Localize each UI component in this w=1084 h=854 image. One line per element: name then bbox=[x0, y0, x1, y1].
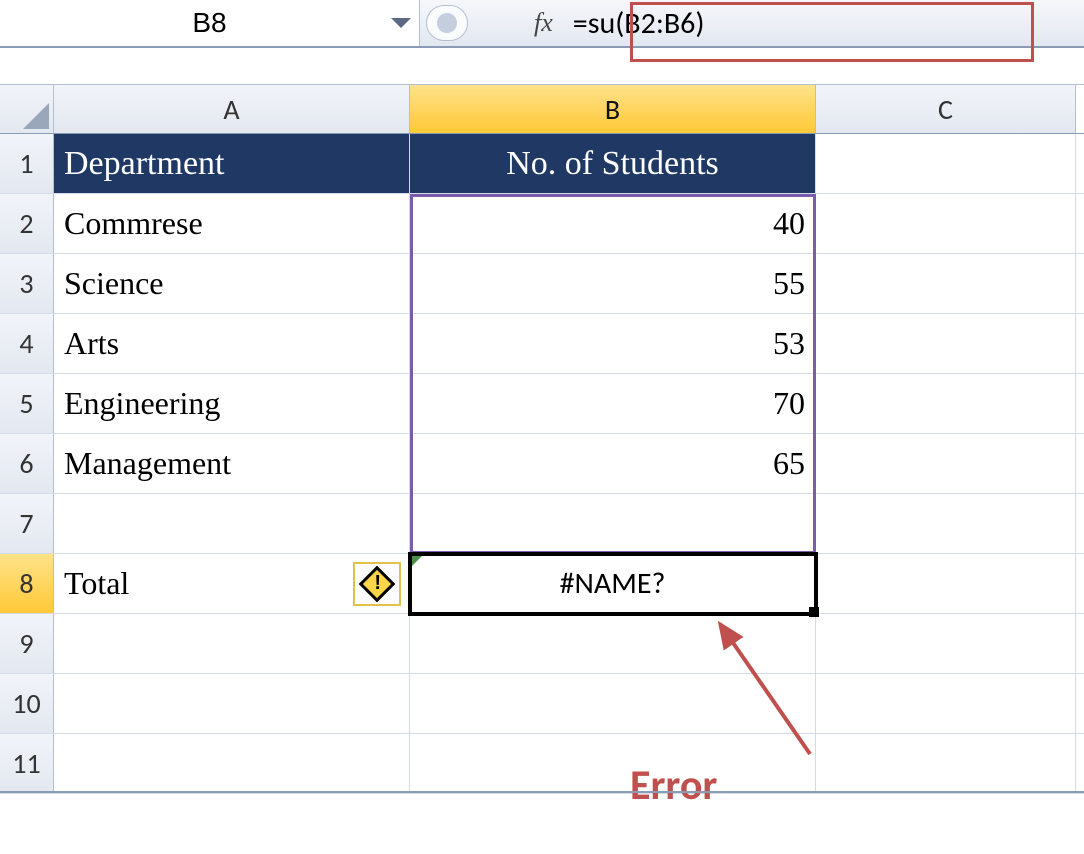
bottom-border bbox=[0, 791, 1084, 793]
row-3: 3 Science 55 bbox=[0, 254, 1084, 314]
select-all-corner[interactable] bbox=[0, 85, 54, 133]
cell-C3[interactable] bbox=[816, 254, 1076, 313]
cell-B9[interactable] bbox=[410, 614, 816, 673]
cell-C4[interactable] bbox=[816, 314, 1076, 373]
cancel-enter-icon bbox=[426, 5, 468, 41]
row-6: 6 Management 65 bbox=[0, 434, 1084, 494]
row-2: 2 Commrese 40 bbox=[0, 194, 1084, 254]
rowhead-7[interactable]: 7 bbox=[0, 494, 54, 553]
rowhead-8[interactable]: 8 bbox=[0, 554, 54, 613]
cell-A9[interactable] bbox=[54, 614, 410, 673]
cell-C11[interactable] bbox=[816, 734, 1076, 793]
cell-B5[interactable]: 70 bbox=[410, 374, 816, 433]
error-smart-tag[interactable] bbox=[353, 562, 401, 606]
row-9: 9 bbox=[0, 614, 1084, 674]
name-box[interactable]: B8 bbox=[0, 0, 420, 46]
cell-A2[interactable]: Commrese bbox=[54, 194, 410, 253]
cell-B3[interactable]: 55 bbox=[410, 254, 816, 313]
row-11: 11 bbox=[0, 734, 1084, 794]
cell-A4[interactable]: Arts bbox=[54, 314, 410, 373]
cell-A3[interactable]: Science bbox=[54, 254, 410, 313]
warning-icon bbox=[359, 566, 396, 603]
cell-C5[interactable] bbox=[816, 374, 1076, 433]
rowhead-11[interactable]: 11 bbox=[0, 734, 54, 793]
formula-highlight-annotation bbox=[630, 2, 1034, 62]
error-indicator-triangle-icon bbox=[410, 554, 424, 568]
cell-B11[interactable] bbox=[410, 734, 816, 793]
cell-C2[interactable] bbox=[816, 194, 1076, 253]
column-headers: A B C bbox=[0, 84, 1084, 134]
row-10: 10 bbox=[0, 674, 1084, 734]
colhead-B[interactable]: B bbox=[410, 85, 816, 133]
cell-A11[interactable] bbox=[54, 734, 410, 793]
row-5: 5 Engineering 70 bbox=[0, 374, 1084, 434]
cell-A6[interactable]: Management bbox=[54, 434, 410, 493]
cell-C6[interactable] bbox=[816, 434, 1076, 493]
cell-C8[interactable] bbox=[816, 554, 1076, 613]
fx-icon[interactable]: fx bbox=[534, 8, 553, 38]
name-box-value: B8 bbox=[192, 7, 226, 39]
rowhead-2[interactable]: 2 bbox=[0, 194, 54, 253]
cell-A1[interactable]: Department bbox=[54, 134, 410, 193]
cell-B2[interactable]: 40 bbox=[410, 194, 816, 253]
name-box-dropdown-icon[interactable] bbox=[391, 18, 411, 28]
row-4: 4 Arts 53 bbox=[0, 314, 1084, 374]
rowhead-4[interactable]: 4 bbox=[0, 314, 54, 373]
cell-A5[interactable]: Engineering bbox=[54, 374, 410, 433]
cell-B10[interactable] bbox=[410, 674, 816, 733]
rowhead-10[interactable]: 10 bbox=[0, 674, 54, 733]
cell-A10[interactable] bbox=[54, 674, 410, 733]
rowhead-1[interactable]: 1 bbox=[0, 134, 54, 193]
rowhead-5[interactable]: 5 bbox=[0, 374, 54, 433]
cell-B4[interactable]: 53 bbox=[410, 314, 816, 373]
row-7: 7 bbox=[0, 494, 1084, 554]
row-1: 1 Department No. of Students bbox=[0, 134, 1084, 194]
fx-dot-icon bbox=[437, 13, 457, 33]
error-annotation-label: Error bbox=[630, 760, 717, 811]
row-8: 8 Total #NAME? bbox=[0, 554, 1084, 614]
cell-C10[interactable] bbox=[816, 674, 1076, 733]
rowhead-9[interactable]: 9 bbox=[0, 614, 54, 673]
cell-A7[interactable] bbox=[54, 494, 410, 553]
cell-C9[interactable] bbox=[816, 614, 1076, 673]
cell-C1[interactable] bbox=[816, 134, 1076, 193]
cell-B1[interactable]: No. of Students bbox=[410, 134, 816, 193]
rowhead-6[interactable]: 6 bbox=[0, 434, 54, 493]
colhead-A[interactable]: A bbox=[54, 85, 410, 133]
colhead-C[interactable]: C bbox=[816, 85, 1076, 133]
cell-C7[interactable] bbox=[816, 494, 1076, 553]
rowhead-3[interactable]: 3 bbox=[0, 254, 54, 313]
cell-B7[interactable] bbox=[410, 494, 816, 553]
grid: 1 Department No. of Students 2 Commrese … bbox=[0, 134, 1084, 794]
cell-B8[interactable]: #NAME? bbox=[410, 554, 816, 613]
cell-B6[interactable]: 65 bbox=[410, 434, 816, 493]
cell-B8-value: #NAME? bbox=[560, 565, 666, 602]
